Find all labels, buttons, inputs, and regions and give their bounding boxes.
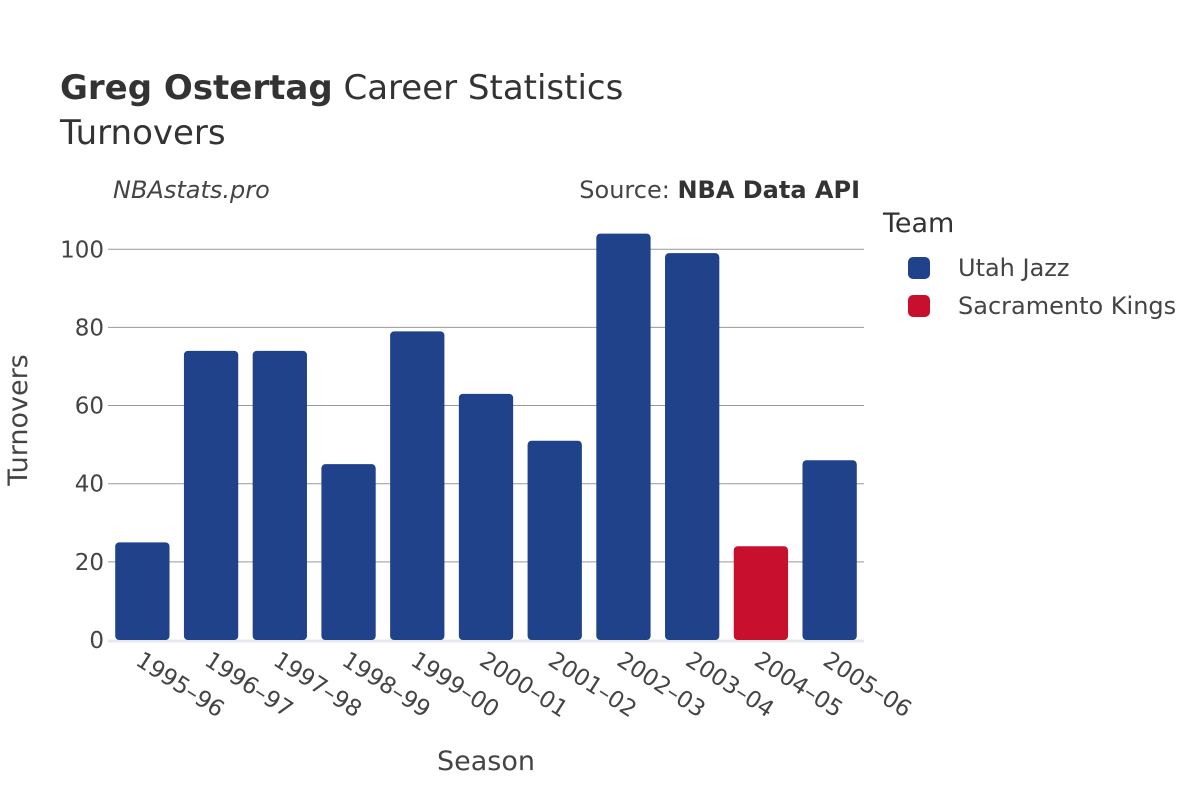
bar-2001–02[interactable] bbox=[527, 440, 582, 640]
legend-label: Utah Jazz bbox=[958, 254, 1070, 282]
legend-swatch bbox=[908, 295, 930, 317]
bar-2002–03[interactable] bbox=[596, 233, 651, 640]
legend-swatch bbox=[908, 257, 930, 279]
title-suffix: Career Statistics bbox=[332, 68, 624, 108]
bar-1998–99[interactable] bbox=[321, 464, 376, 640]
legend-label: Sacramento Kings bbox=[958, 292, 1177, 320]
chart-title: Greg Ostertag Career Statistics bbox=[60, 66, 623, 110]
bar-2004–05[interactable] bbox=[733, 546, 789, 640]
legend-title: Team bbox=[883, 208, 955, 239]
y-tick-label: 80 bbox=[75, 315, 104, 341]
bar-1996–97[interactable] bbox=[183, 350, 239, 640]
source-name: NBA Data API bbox=[677, 176, 860, 204]
y-tick-label: 20 bbox=[75, 550, 104, 576]
x-tick-labels: 1995–961996–971997–981998–991999–002000–… bbox=[131, 647, 916, 723]
y-tick-labels: 0 20 40 60 80 100 bbox=[60, 237, 104, 654]
y-axis-label: Turnovers bbox=[3, 354, 34, 487]
y-tick-label: 40 bbox=[75, 472, 104, 498]
y-tick-label: 0 bbox=[89, 628, 104, 654]
bar-1995–96[interactable] bbox=[115, 542, 170, 640]
legend-item-sacramento-kings[interactable]: Sacramento Kings bbox=[883, 287, 1176, 325]
bar-2000–01[interactable] bbox=[458, 393, 514, 640]
x-axis-label: Season bbox=[437, 746, 535, 777]
bars bbox=[115, 233, 857, 640]
legend-item-utah-jazz[interactable]: Utah Jazz bbox=[883, 249, 1176, 287]
source-prefix: Source: bbox=[579, 176, 678, 204]
y-tick-label: 100 bbox=[60, 237, 104, 263]
bar-1999–00[interactable] bbox=[390, 331, 445, 640]
source-credit: Source: NBA Data API bbox=[579, 176, 860, 204]
player-name: Greg Ostertag bbox=[60, 68, 333, 108]
site-watermark: NBAstats.pro bbox=[113, 176, 270, 204]
y-tick-label: 60 bbox=[75, 394, 104, 420]
bar-1997–98[interactable] bbox=[252, 350, 307, 640]
legend: Team Utah Jazz Sacramento Kings bbox=[883, 208, 1176, 325]
bar-2005–06[interactable] bbox=[802, 460, 857, 640]
chart-subtitle: Turnovers bbox=[60, 113, 226, 153]
bar-2003–04[interactable] bbox=[665, 253, 720, 640]
